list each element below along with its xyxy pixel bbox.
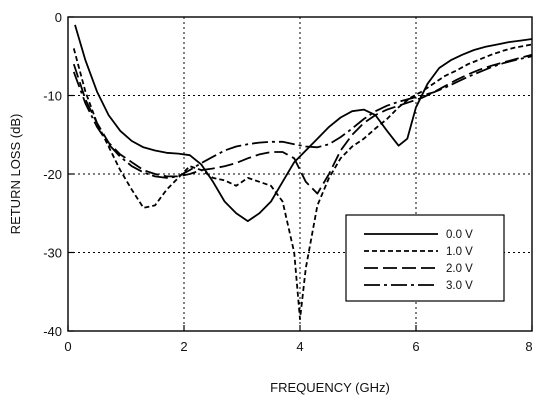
series-line-3 [72,55,533,179]
x-tick-label: 8 [525,339,532,354]
legend-box [345,214,505,302]
legend-label-2: 2.0 V [446,263,473,275]
y-tick-label: -10 [43,89,62,104]
series-line-0 [74,24,533,222]
x-tick-label: 6 [412,339,419,354]
y-tick-label: -30 [43,246,62,261]
x-tick-label: 4 [296,339,303,354]
series-lines [72,24,533,321]
legend: 0.0 V 1.0 V 2.0 V 3.0 V [345,214,505,302]
y-tick-label: -40 [43,324,62,339]
y-tick-label: -20 [43,167,62,182]
tick-labels: 0 2 4 6 8 0 -10 -20 -30 -40 [43,10,532,354]
y-axis-title: RETURN LOSS (dB) [8,114,23,235]
legend-label-1: 1.0 V [446,246,473,258]
legend-label-0: 0.0 V [446,229,473,241]
x-tick-label: 0 [64,339,71,354]
series-line-2 [72,53,533,195]
legend-label-3: 3.0 V [446,280,473,292]
x-tick-label: 2 [180,339,187,354]
series-line-1 [72,43,533,321]
x-axis-title: FREQUENCY (GHz) [270,380,390,395]
y-tick-label: 0 [55,10,62,25]
